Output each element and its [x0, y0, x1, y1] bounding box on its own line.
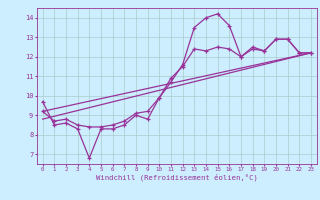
X-axis label: Windchill (Refroidissement éolien,°C): Windchill (Refroidissement éolien,°C) [96, 174, 258, 181]
